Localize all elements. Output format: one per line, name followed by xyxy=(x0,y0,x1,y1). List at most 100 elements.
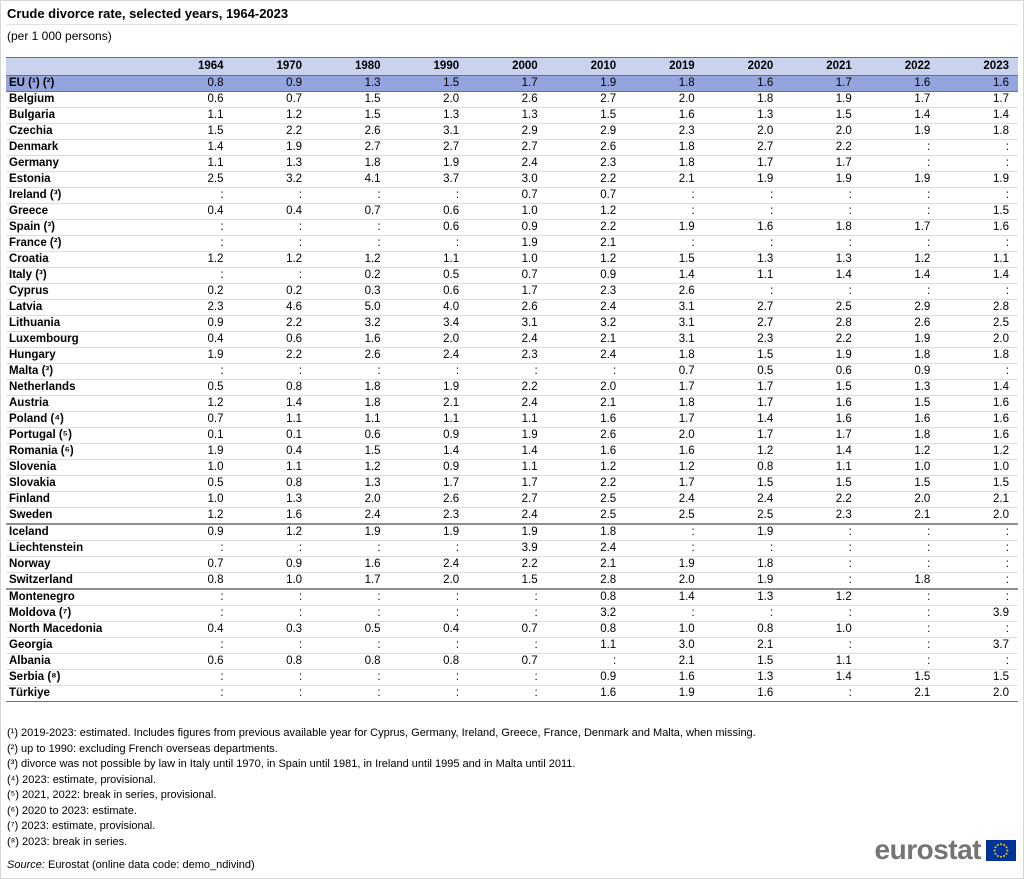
value-cell: 1.4 xyxy=(939,379,1018,396)
value-cell: 1.6 xyxy=(939,219,1018,236)
table-row: Czechia 1.5 2.2 2.6 3.1 2.9 2.9 2.3 2.0 2.0 1.9 1.8 xyxy=(6,123,1018,140)
value-cell: 2.6 xyxy=(625,283,704,300)
row-label-cell: Austria xyxy=(6,395,154,412)
value-cell: : xyxy=(232,637,312,654)
value-cell: 2.3 xyxy=(389,507,469,525)
value-cell: 1.6 xyxy=(939,75,1018,92)
value-cell: 1.4 xyxy=(625,267,704,284)
value-cell: 2.1 xyxy=(546,556,626,573)
value-cell: 2.4 xyxy=(546,540,626,557)
divorce-rate-table: 1964 1970 1980 1990 2000 2010 2019 2020 2021 2022… xyxy=(6,57,1018,702)
row-label-cell: Moldova (⁷) xyxy=(6,605,154,622)
row-label-cell: EU (¹) (²) xyxy=(6,75,154,92)
value-cell: 3.9 xyxy=(468,540,547,557)
value-cell: 2.4 xyxy=(703,491,783,508)
value-cell: 2.1 xyxy=(389,395,469,412)
value-cell: 1.1 xyxy=(232,411,312,428)
value-cell: 0.7 xyxy=(625,363,704,380)
value-cell: 1.5 xyxy=(939,475,1018,492)
year-header-cell: 2021 xyxy=(782,57,861,76)
value-cell: : xyxy=(232,540,312,557)
value-cell: 1.4 xyxy=(860,107,940,124)
value-cell: 1.3 xyxy=(389,107,469,124)
value-cell: 5.0 xyxy=(311,299,390,316)
value-cell: 1.2 xyxy=(703,443,783,460)
year-header-cell: 2020 xyxy=(703,57,783,76)
value-cell: 2.2 xyxy=(232,347,312,364)
year-header-cell: 2023 xyxy=(939,57,1018,76)
value-cell: 1.7 xyxy=(782,155,861,172)
value-cell: 1.7 xyxy=(939,91,1018,108)
value-cell: 1.8 xyxy=(703,556,783,573)
value-cell: 1.7 xyxy=(703,155,783,172)
value-cell: 1.3 xyxy=(703,107,783,124)
value-cell: 1.9 xyxy=(703,171,783,188)
value-cell: 1.5 xyxy=(782,475,861,492)
value-cell: 0.8 xyxy=(311,653,390,670)
value-cell: 1.6 xyxy=(939,427,1018,444)
value-cell: 1.2 xyxy=(939,443,1018,460)
value-cell: : xyxy=(546,653,626,670)
value-cell: : xyxy=(782,203,861,220)
value-cell: 2.1 xyxy=(546,235,626,252)
value-cell: 2.4 xyxy=(625,491,704,508)
value-cell: 1.0 xyxy=(232,572,312,590)
value-cell: 1.7 xyxy=(468,75,547,92)
value-cell: 1.2 xyxy=(860,443,940,460)
value-cell: : xyxy=(389,589,469,606)
value-cell: : xyxy=(232,589,312,606)
footnote-4: (⁴) 2023: estimate, provisional. xyxy=(7,773,157,786)
value-cell: 1.6 xyxy=(860,411,940,428)
value-cell: 0.6 xyxy=(782,363,861,380)
value-cell: 0.8 xyxy=(232,379,312,396)
value-cell: 2.1 xyxy=(703,637,783,654)
value-cell: 1.2 xyxy=(311,251,390,268)
value-cell: 1.1 xyxy=(546,637,626,654)
year-header-cell: 2019 xyxy=(625,57,704,76)
value-cell: : xyxy=(311,637,390,654)
value-cell: 2.0 xyxy=(389,331,469,348)
row-label-header xyxy=(6,57,154,76)
row-label-cell: Romania (⁶) xyxy=(6,443,154,460)
value-cell: 0.7 xyxy=(468,621,547,638)
value-cell: 1.0 xyxy=(154,491,233,508)
value-cell: 1.0 xyxy=(468,251,547,268)
value-cell: : xyxy=(389,605,469,622)
table-row: North Macedonia 0.4 0.3 0.5 0.4 0.7 0.8 1.0 0.8 1… xyxy=(6,621,1018,638)
value-cell: 0.9 xyxy=(860,363,940,380)
value-cell: 2.7 xyxy=(703,315,783,332)
value-cell: : xyxy=(782,572,861,590)
value-cell: 2.6 xyxy=(468,91,547,108)
value-cell: 2.0 xyxy=(939,685,1018,702)
value-cell: 2.1 xyxy=(625,171,704,188)
value-cell: : xyxy=(625,187,704,204)
value-cell: 0.8 xyxy=(546,589,626,606)
value-cell: 1.8 xyxy=(939,123,1018,140)
value-cell: 0.6 xyxy=(389,219,469,236)
value-cell: 1.4 xyxy=(703,411,783,428)
value-cell: 1.4 xyxy=(625,589,704,606)
value-cell: 1.6 xyxy=(311,556,390,573)
page-title: Crude divorce rate, selected years, 1964… xyxy=(6,5,1018,25)
value-cell: : xyxy=(311,685,390,702)
value-cell: 2.8 xyxy=(782,315,861,332)
value-cell: : xyxy=(389,685,469,702)
value-cell: : xyxy=(625,605,704,622)
value-cell: 1.9 xyxy=(311,524,390,541)
value-cell: : xyxy=(939,235,1018,252)
table-row: Malta (³)::::::0.7 0.5 0.6 0.9: xyxy=(6,363,1018,380)
row-label-cell: Ireland (³) xyxy=(6,187,154,204)
value-cell: 2.7 xyxy=(389,139,469,156)
value-cell: : xyxy=(154,363,233,380)
value-cell: 1.9 xyxy=(782,171,861,188)
value-cell: 0.8 xyxy=(546,621,626,638)
value-cell: 3.2 xyxy=(546,605,626,622)
value-cell: 0.6 xyxy=(389,283,469,300)
value-cell: 1.6 xyxy=(311,331,390,348)
value-cell: 1.0 xyxy=(939,459,1018,476)
row-label-cell: Liechtenstein xyxy=(6,540,154,557)
value-cell: 0.1 xyxy=(154,427,233,444)
value-cell: 2.4 xyxy=(468,331,547,348)
row-label-cell: Germany xyxy=(6,155,154,172)
value-cell: 0.7 xyxy=(468,187,547,204)
